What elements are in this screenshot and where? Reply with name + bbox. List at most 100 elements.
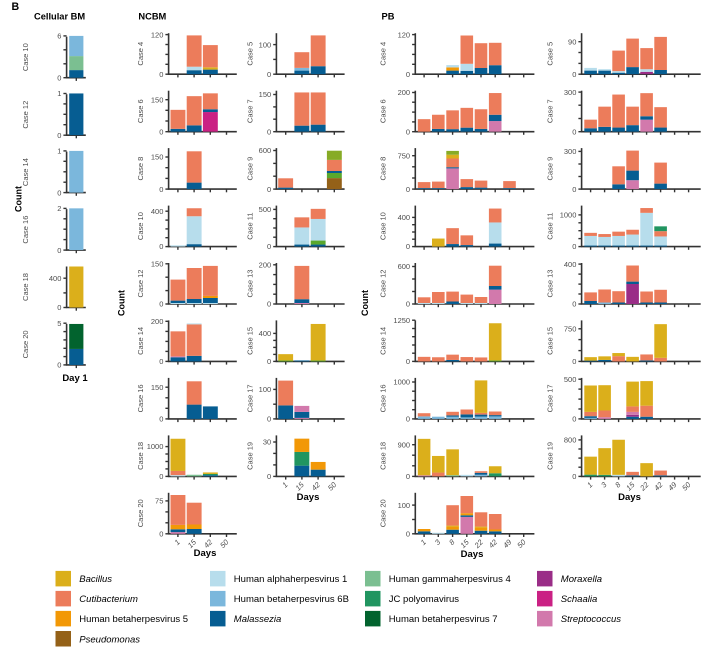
svg-text:150: 150 bbox=[151, 260, 164, 269]
svg-text:100: 100 bbox=[259, 40, 272, 49]
svg-text:1: 1 bbox=[585, 480, 594, 489]
svg-text:0: 0 bbox=[267, 300, 271, 309]
svg-text:0: 0 bbox=[267, 357, 271, 366]
svg-text:400: 400 bbox=[151, 207, 164, 216]
svg-text:8: 8 bbox=[447, 537, 457, 547]
svg-text:0: 0 bbox=[57, 131, 61, 140]
svg-text:Case 5: Case 5 bbox=[546, 42, 555, 66]
svg-text:750: 750 bbox=[564, 324, 577, 333]
svg-text:Case 4: Case 4 bbox=[136, 42, 145, 66]
svg-text:Case 12: Case 12 bbox=[378, 270, 387, 298]
svg-text:Case 18: Case 18 bbox=[378, 442, 387, 470]
svg-text:Case 10: Case 10 bbox=[378, 212, 387, 240]
svg-text:Case 16: Case 16 bbox=[21, 216, 30, 244]
svg-text:0: 0 bbox=[159, 242, 163, 251]
svg-text:0: 0 bbox=[57, 246, 61, 255]
svg-text:Case 17: Case 17 bbox=[245, 384, 254, 412]
svg-text:Case 13: Case 13 bbox=[245, 270, 254, 298]
svg-text:Human alphaherpesvirus 1: Human alphaherpesvirus 1 bbox=[234, 574, 348, 585]
svg-text:Malassezia: Malassezia bbox=[234, 614, 282, 625]
svg-text:Case 10: Case 10 bbox=[21, 43, 30, 71]
svg-text:Case 14: Case 14 bbox=[21, 158, 30, 186]
svg-text:Case 6: Case 6 bbox=[378, 99, 387, 123]
svg-text:Case 11: Case 11 bbox=[546, 212, 555, 239]
svg-text:1: 1 bbox=[419, 538, 428, 547]
svg-text:0: 0 bbox=[406, 70, 410, 79]
svg-text:0: 0 bbox=[159, 70, 163, 79]
svg-text:Case 19: Case 19 bbox=[245, 442, 254, 470]
svg-text:0: 0 bbox=[159, 127, 163, 136]
svg-text:3: 3 bbox=[599, 480, 609, 490]
svg-text:100: 100 bbox=[398, 501, 411, 510]
svg-text:400: 400 bbox=[564, 260, 577, 269]
svg-text:Case 17: Case 17 bbox=[546, 384, 555, 412]
svg-text:Case 12: Case 12 bbox=[136, 270, 145, 298]
svg-text:Human betaherpesvirus 5: Human betaherpesvirus 5 bbox=[79, 614, 188, 625]
svg-text:400: 400 bbox=[259, 329, 272, 338]
svg-text:0: 0 bbox=[57, 73, 61, 82]
svg-text:0: 0 bbox=[406, 300, 410, 309]
svg-text:1000: 1000 bbox=[393, 378, 410, 387]
svg-text:120: 120 bbox=[398, 30, 411, 39]
svg-text:Case 12: Case 12 bbox=[21, 101, 30, 129]
svg-text:Days: Days bbox=[618, 492, 641, 503]
svg-text:Day 1: Day 1 bbox=[62, 373, 88, 384]
svg-text:0: 0 bbox=[267, 415, 271, 424]
svg-text:500: 500 bbox=[564, 375, 577, 384]
svg-text:1000: 1000 bbox=[560, 211, 577, 220]
svg-text:Case 4: Case 4 bbox=[378, 42, 387, 66]
svg-text:Count: Count bbox=[117, 290, 127, 316]
svg-text:900: 900 bbox=[398, 440, 411, 449]
svg-text:0: 0 bbox=[159, 357, 163, 366]
svg-text:Case 18: Case 18 bbox=[21, 273, 30, 301]
svg-text:Case 11: Case 11 bbox=[245, 212, 254, 239]
svg-text:0: 0 bbox=[406, 357, 410, 366]
svg-text:150: 150 bbox=[151, 383, 164, 392]
svg-text:150: 150 bbox=[151, 153, 164, 162]
svg-text:0: 0 bbox=[267, 185, 271, 194]
svg-text:8: 8 bbox=[613, 480, 623, 490]
svg-text:Case 20: Case 20 bbox=[378, 499, 387, 527]
svg-text:0: 0 bbox=[159, 185, 163, 194]
svg-text:Case 9: Case 9 bbox=[245, 157, 254, 181]
svg-text:2: 2 bbox=[57, 204, 61, 213]
svg-text:400: 400 bbox=[49, 274, 62, 283]
svg-text:Case 10: Case 10 bbox=[136, 212, 145, 240]
svg-text:0: 0 bbox=[57, 188, 61, 197]
svg-text:Schaalia: Schaalia bbox=[561, 594, 597, 605]
svg-text:120: 120 bbox=[151, 30, 164, 39]
svg-text:Streptococcus: Streptococcus bbox=[561, 614, 621, 625]
svg-text:0: 0 bbox=[267, 472, 271, 481]
svg-text:Cellular BM: Cellular BM bbox=[34, 12, 85, 22]
svg-text:JC polyomavirus: JC polyomavirus bbox=[389, 594, 459, 605]
svg-text:750: 750 bbox=[398, 151, 411, 160]
svg-text:0: 0 bbox=[406, 530, 410, 539]
svg-text:0: 0 bbox=[572, 185, 576, 194]
svg-text:200: 200 bbox=[151, 317, 164, 326]
svg-text:Case 16: Case 16 bbox=[378, 384, 387, 412]
svg-text:0: 0 bbox=[267, 242, 271, 251]
svg-text:Case 14: Case 14 bbox=[378, 327, 387, 355]
svg-text:Days: Days bbox=[194, 548, 217, 559]
svg-text:Case 6: Case 6 bbox=[136, 99, 145, 123]
svg-text:Case 5: Case 5 bbox=[245, 42, 254, 66]
svg-text:90: 90 bbox=[568, 37, 576, 46]
svg-text:1: 1 bbox=[57, 89, 61, 98]
svg-text:0: 0 bbox=[572, 70, 576, 79]
svg-text:Cutibacterium: Cutibacterium bbox=[79, 594, 138, 605]
svg-text:Count: Count bbox=[360, 290, 370, 316]
svg-text:PB: PB bbox=[382, 12, 395, 22]
svg-text:Case 16: Case 16 bbox=[136, 384, 145, 412]
svg-text:0: 0 bbox=[57, 303, 61, 312]
svg-text:Case 14: Case 14 bbox=[136, 327, 145, 355]
svg-text:Days: Days bbox=[297, 492, 320, 503]
svg-text:1: 1 bbox=[173, 538, 182, 547]
svg-text:Case 20: Case 20 bbox=[21, 330, 30, 358]
svg-text:100: 100 bbox=[259, 385, 272, 394]
svg-text:30: 30 bbox=[263, 438, 271, 447]
svg-text:0: 0 bbox=[159, 530, 163, 539]
svg-text:Case 15: Case 15 bbox=[245, 327, 254, 355]
svg-text:NCBM: NCBM bbox=[138, 12, 166, 22]
svg-text:75: 75 bbox=[155, 497, 163, 506]
svg-text:Human betaherpesvirus 7: Human betaherpesvirus 7 bbox=[389, 614, 498, 625]
